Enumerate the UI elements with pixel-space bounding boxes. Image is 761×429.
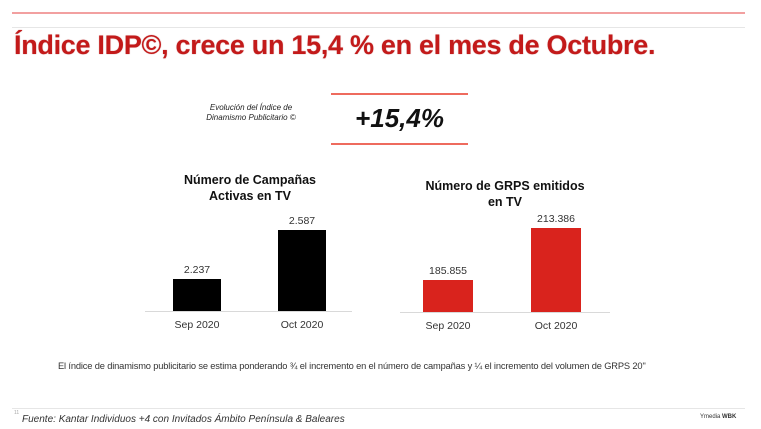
data-label: 185.855 <box>429 265 467 277</box>
x-tick-label: Sep 2020 <box>175 319 220 331</box>
methodology-note: El índice de dinamismo publicitario se e… <box>58 361 646 371</box>
kpi-bottom-rule <box>331 143 468 145</box>
source-note: Fuente: Kantar Individuos +4 con Invitad… <box>22 414 345 425</box>
grps-chart-title-line-1: Número de GRPS emitidos <box>425 179 585 193</box>
brand-logo: Ymedia WBK <box>700 414 736 420</box>
bar-oct-2020 <box>278 230 326 311</box>
page-title: Índice IDP©, crece un 15,4 % en el mes d… <box>14 30 656 60</box>
data-label: 2.587 <box>289 215 315 227</box>
grps-chart-title-line-2: en TV <box>487 195 523 209</box>
x-tick-label: Oct 2020 <box>281 319 324 331</box>
bar-oct-2020 <box>531 228 581 312</box>
bar-sep-2020 <box>173 279 221 311</box>
bar-sep-2020 <box>423 280 473 312</box>
grps-chart-title: Número de GRPS emitidos en TV <box>400 178 610 210</box>
x-tick-label: Sep 2020 <box>426 320 471 332</box>
brand-logo-left: Ymedia <box>700 414 721 420</box>
top-red-rule <box>12 12 745 14</box>
campaigns-chart-title-line-1: Número de Campañas <box>184 173 316 187</box>
footer-rule <box>12 408 745 409</box>
campaigns-chart: 2.237 Sep 2020 2.587 Oct 2020 <box>145 215 352 331</box>
data-label: 213.386 <box>537 213 575 225</box>
data-label: 2.237 <box>184 264 210 276</box>
grps-chart: 185.855 Sep 2020 213.386 Oct 2020 <box>400 213 610 332</box>
kpi-top-rule <box>331 93 468 95</box>
campaigns-chart-title: Número de Campañas Activas en TV <box>150 172 350 204</box>
brand-logo-right: WBK <box>722 414 737 420</box>
kpi-label: Evolución del Índice de Dinamismo Public… <box>206 103 296 122</box>
top-gray-rule <box>12 27 745 28</box>
campaigns-chart-title-line-2: Activas en TV <box>209 189 291 203</box>
x-tick-label: Oct 2020 <box>535 320 578 332</box>
kpi-value: +15,4% <box>355 103 444 133</box>
page-number: 11 <box>14 410 20 416</box>
